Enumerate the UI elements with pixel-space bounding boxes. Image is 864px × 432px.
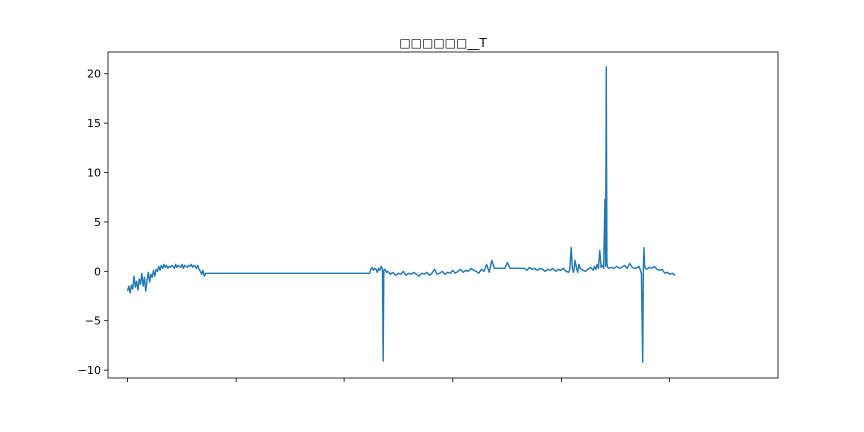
y-tick-label: 10 bbox=[87, 167, 101, 180]
y-axis: −10 −5 0 5 10 15 20 bbox=[78, 68, 108, 377]
y-tick-label: 20 bbox=[87, 68, 101, 81]
y-tick-label: 0 bbox=[94, 265, 101, 278]
y-tick-label: 15 bbox=[87, 117, 101, 130]
series-layer bbox=[126, 66, 676, 363]
plot-frame bbox=[107, 51, 779, 379]
y-tick-label: −5 bbox=[85, 315, 101, 328]
y-tick-label: −10 bbox=[78, 364, 101, 377]
plot-area bbox=[108, 52, 778, 378]
series-line-0 bbox=[126, 66, 676, 363]
x-axis bbox=[127, 378, 670, 382]
y-tick-label: 5 bbox=[94, 216, 101, 229]
chart-title: □□□□□□__T bbox=[399, 36, 487, 50]
